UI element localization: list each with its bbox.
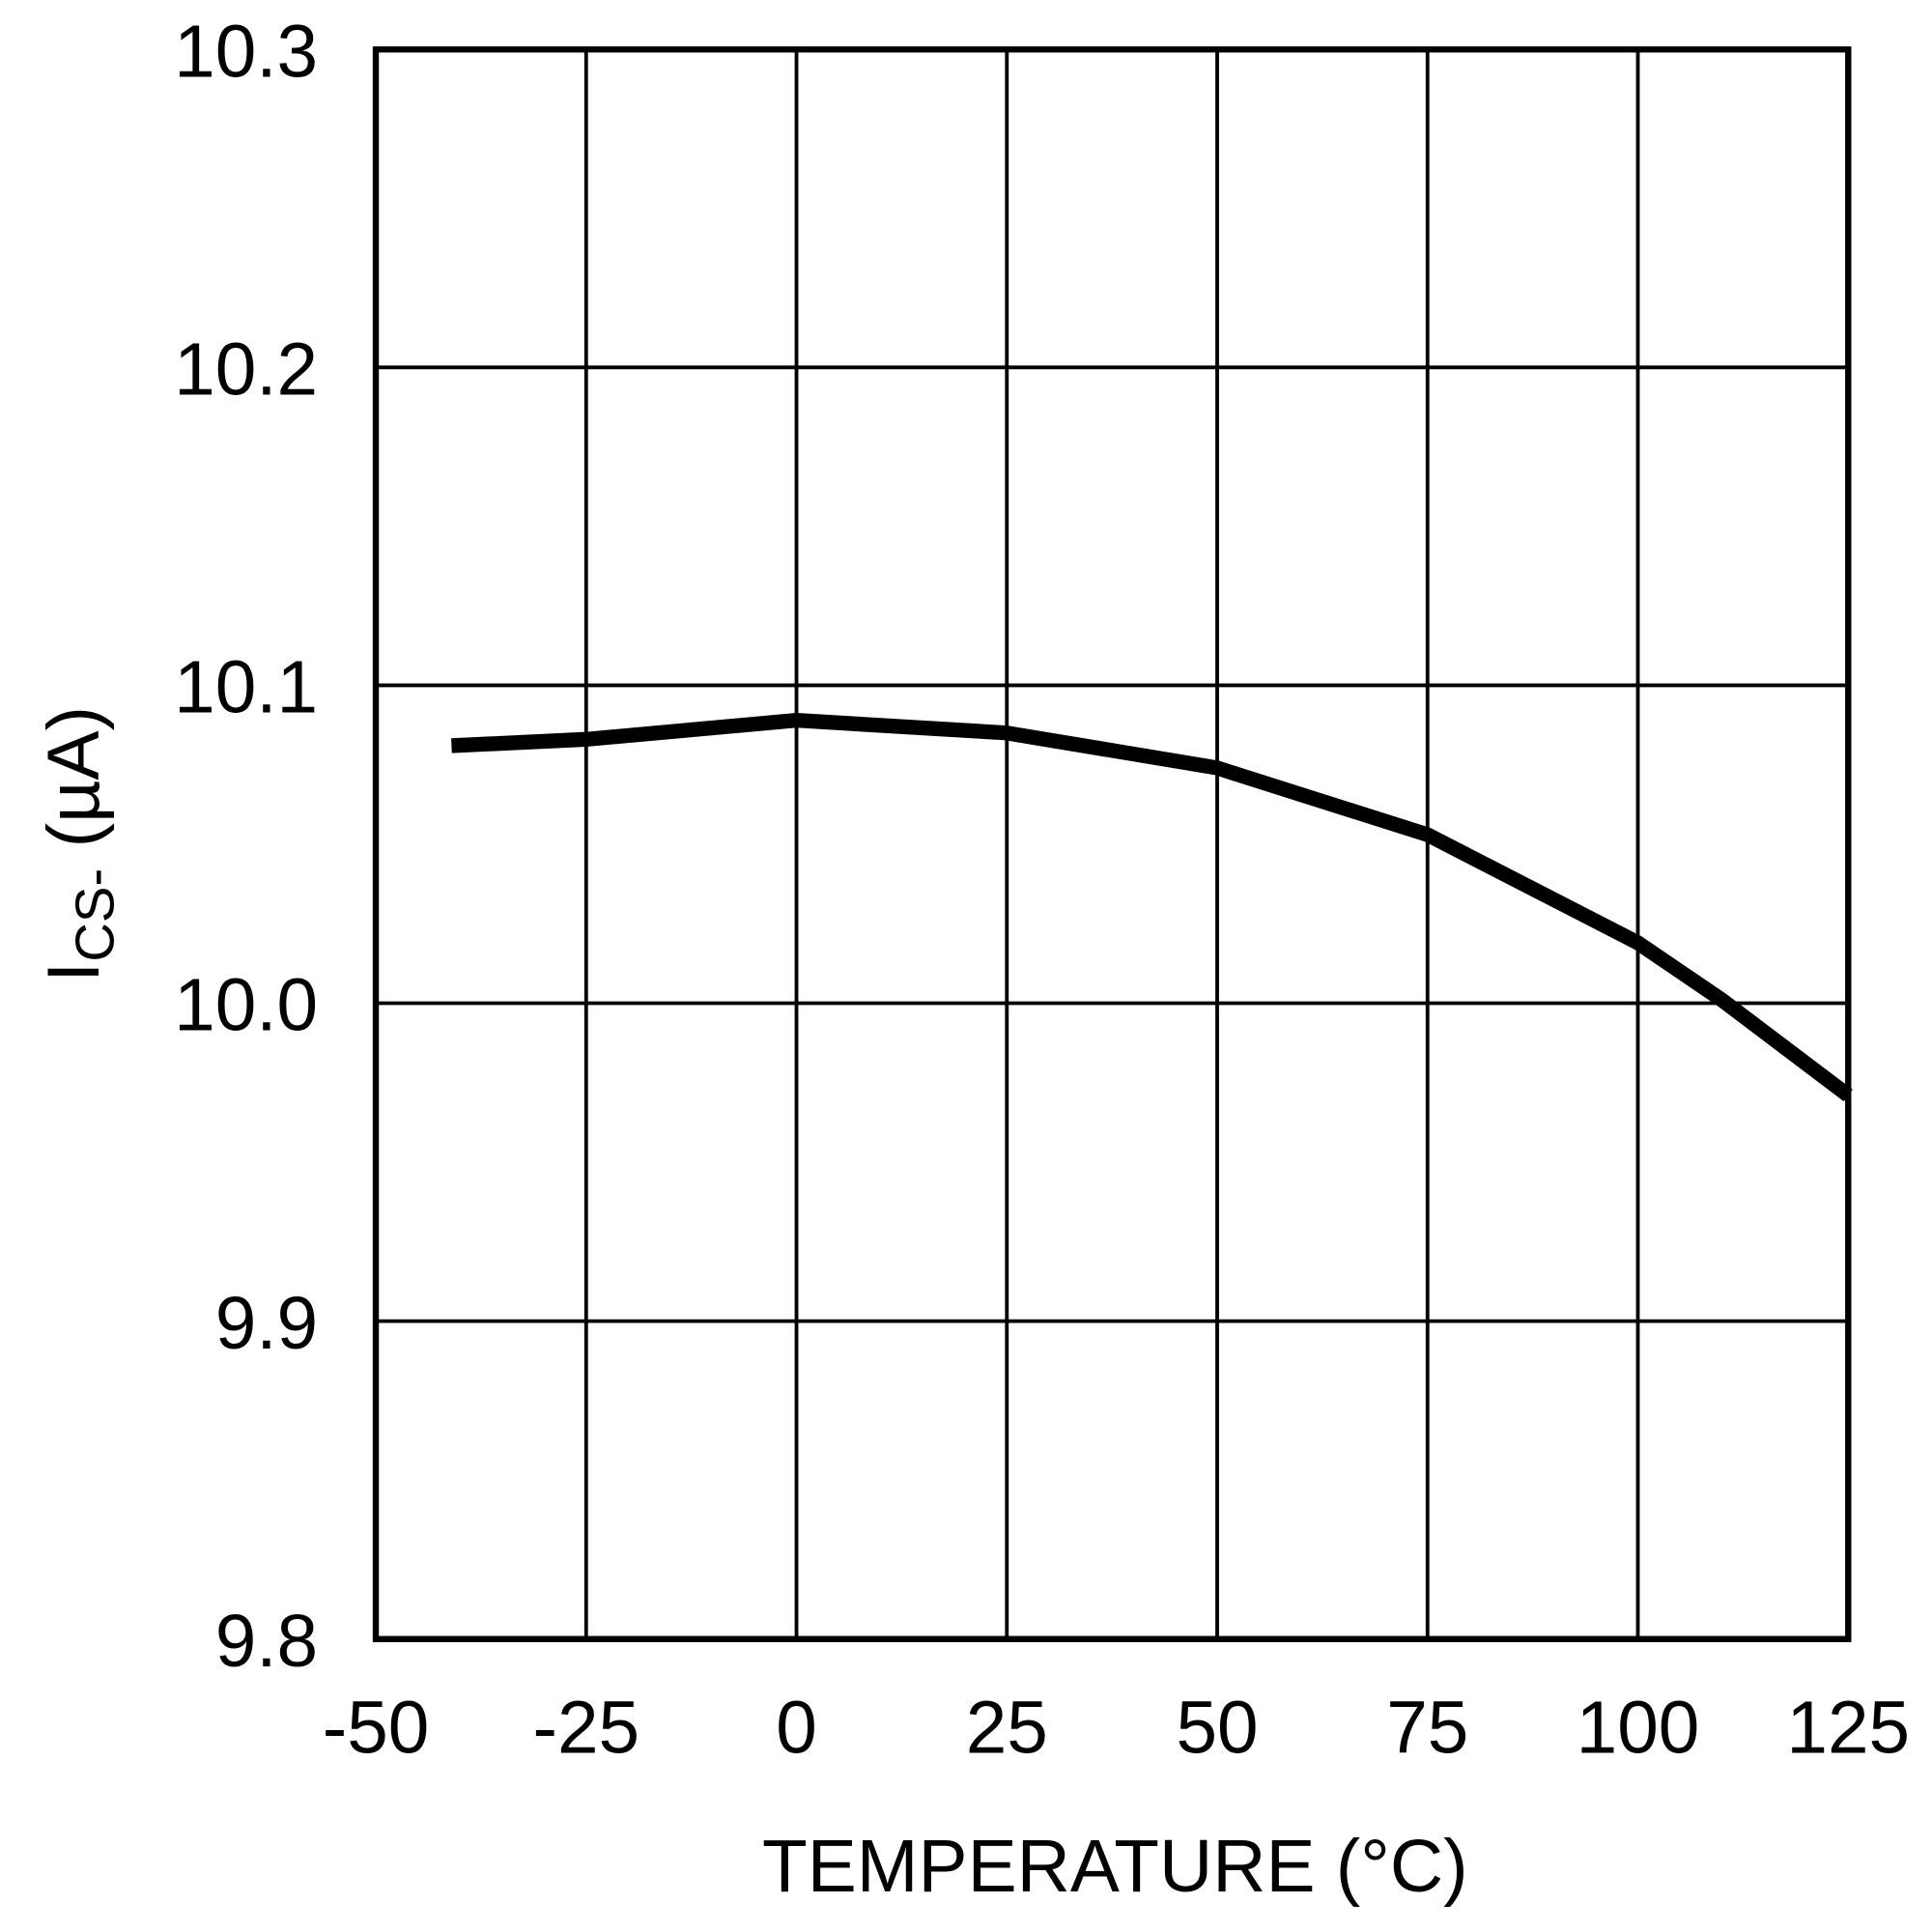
y-tick-label: 10.2 [174,328,318,411]
x-tick-label: 50 [1176,1687,1258,1769]
y-label-main: I [33,962,115,982]
plot-frame [372,45,1852,1642]
x-tick-label: 0 [776,1687,817,1769]
x-axis-label: TEMPERATURE (°C) [762,1826,1468,1908]
y-axis-label: ICS- (µA) [33,706,125,982]
data-line [451,712,1853,1102]
x-tick-label: 75 [1386,1687,1468,1769]
y-tick-label: 10.0 [174,965,318,1047]
x-tick-label: -50 [323,1687,430,1769]
y-label-rest: (µA) [33,706,115,868]
x-tick-label: 125 [1786,1687,1910,1769]
y-tick-label: 10.1 [174,646,318,728]
x-tick-label: 25 [966,1687,1048,1769]
y-tick-label: 10.3 [174,11,318,93]
y-tick-label: 9.8 [215,1601,318,1683]
y-label-sub: CS- [64,868,125,962]
x-tick-label: -25 [532,1687,639,1769]
y-tick-label: 9.9 [215,1283,318,1365]
x-tick-label: 100 [1577,1687,1700,1769]
